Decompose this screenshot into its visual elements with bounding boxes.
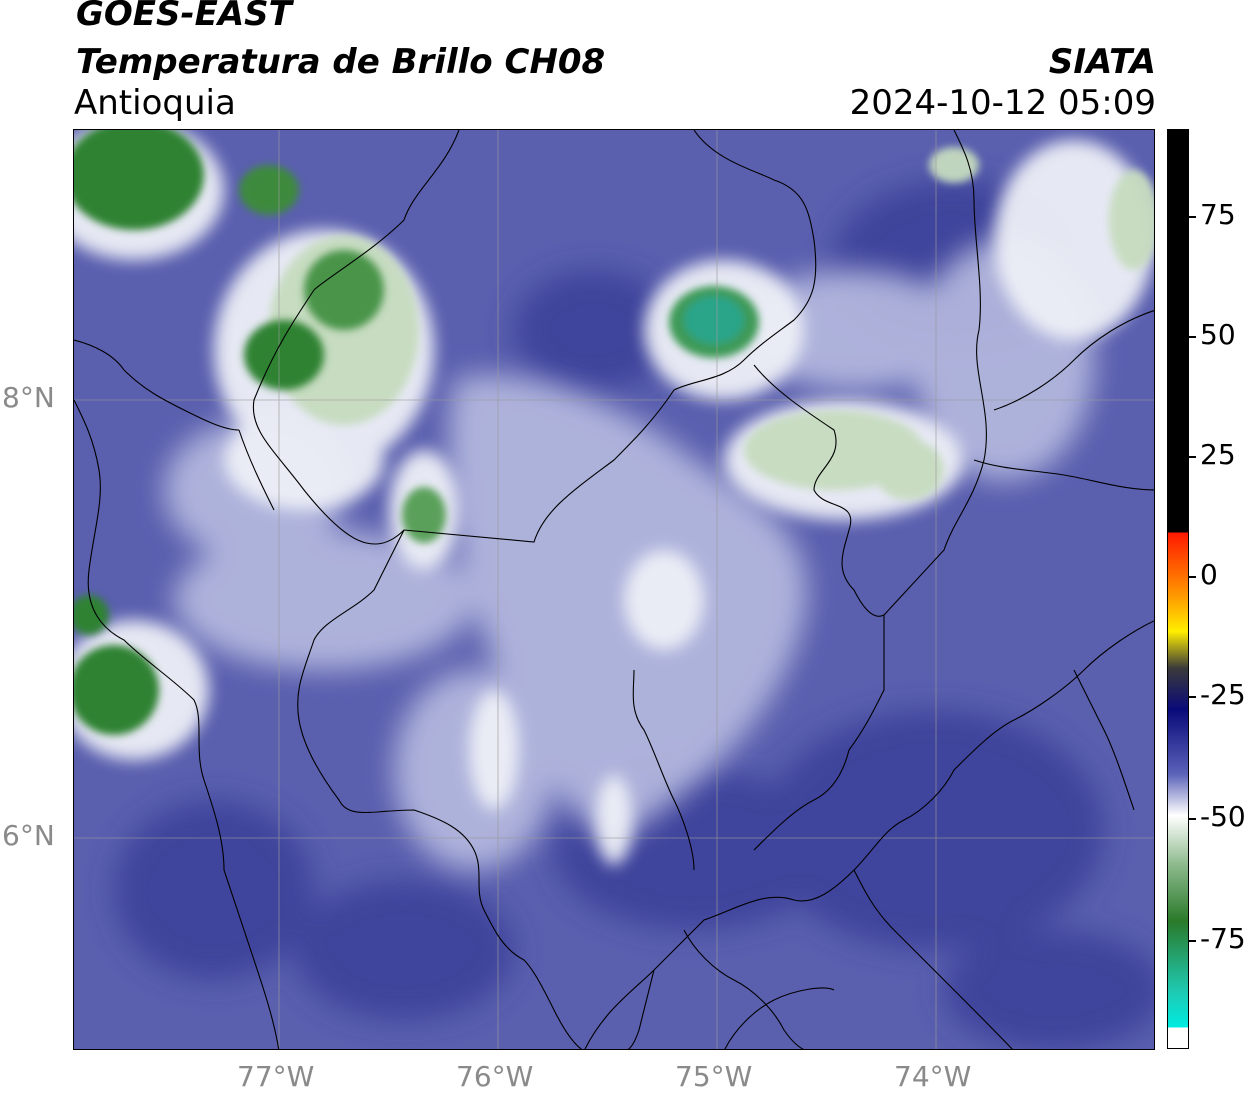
lat-label-6n: 6°N — [2, 819, 55, 852]
graticule-lines — [74, 130, 1154, 1049]
colorbar-tick — [1189, 696, 1196, 698]
institution-label: SIATA — [1048, 42, 1156, 82]
lon-label-77w: 77°W — [237, 1060, 315, 1093]
colorbar-label: -25 — [1200, 678, 1246, 711]
datetime-label: 2024-10-12 05:09 — [849, 83, 1156, 123]
satellite-map — [73, 129, 1155, 1050]
product-title: Temperatura de Brillo CH08 — [76, 42, 606, 82]
satellite-title: GOES-EAST — [76, 0, 292, 34]
lon-label-76w: 76°W — [456, 1060, 534, 1093]
colorbar-tick — [1189, 576, 1196, 578]
cold-cloud-green — [74, 130, 759, 735]
colorbar-tick — [1189, 216, 1196, 218]
lon-label-75w: 75°W — [675, 1060, 753, 1093]
colorbar-label: 50 — [1200, 318, 1236, 351]
colorbar-tick — [1189, 818, 1196, 820]
lon-label-74w: 74°W — [894, 1060, 972, 1093]
colorbar-label: -50 — [1200, 800, 1246, 833]
colorbar-label: 25 — [1200, 438, 1236, 471]
colorbar-tick — [1189, 456, 1196, 458]
colorbar — [1167, 129, 1189, 1049]
colorbar-tick — [1189, 940, 1196, 942]
region-label: Antioquia — [74, 83, 236, 123]
lat-label-8n: 8°N — [2, 381, 55, 414]
colorbar-label: 75 — [1200, 198, 1236, 231]
boundary-lines — [74, 130, 1154, 1049]
colorbar-label: -75 — [1200, 922, 1246, 955]
colorbar-label: 0 — [1200, 558, 1218, 591]
colorbar-tick — [1189, 336, 1196, 338]
